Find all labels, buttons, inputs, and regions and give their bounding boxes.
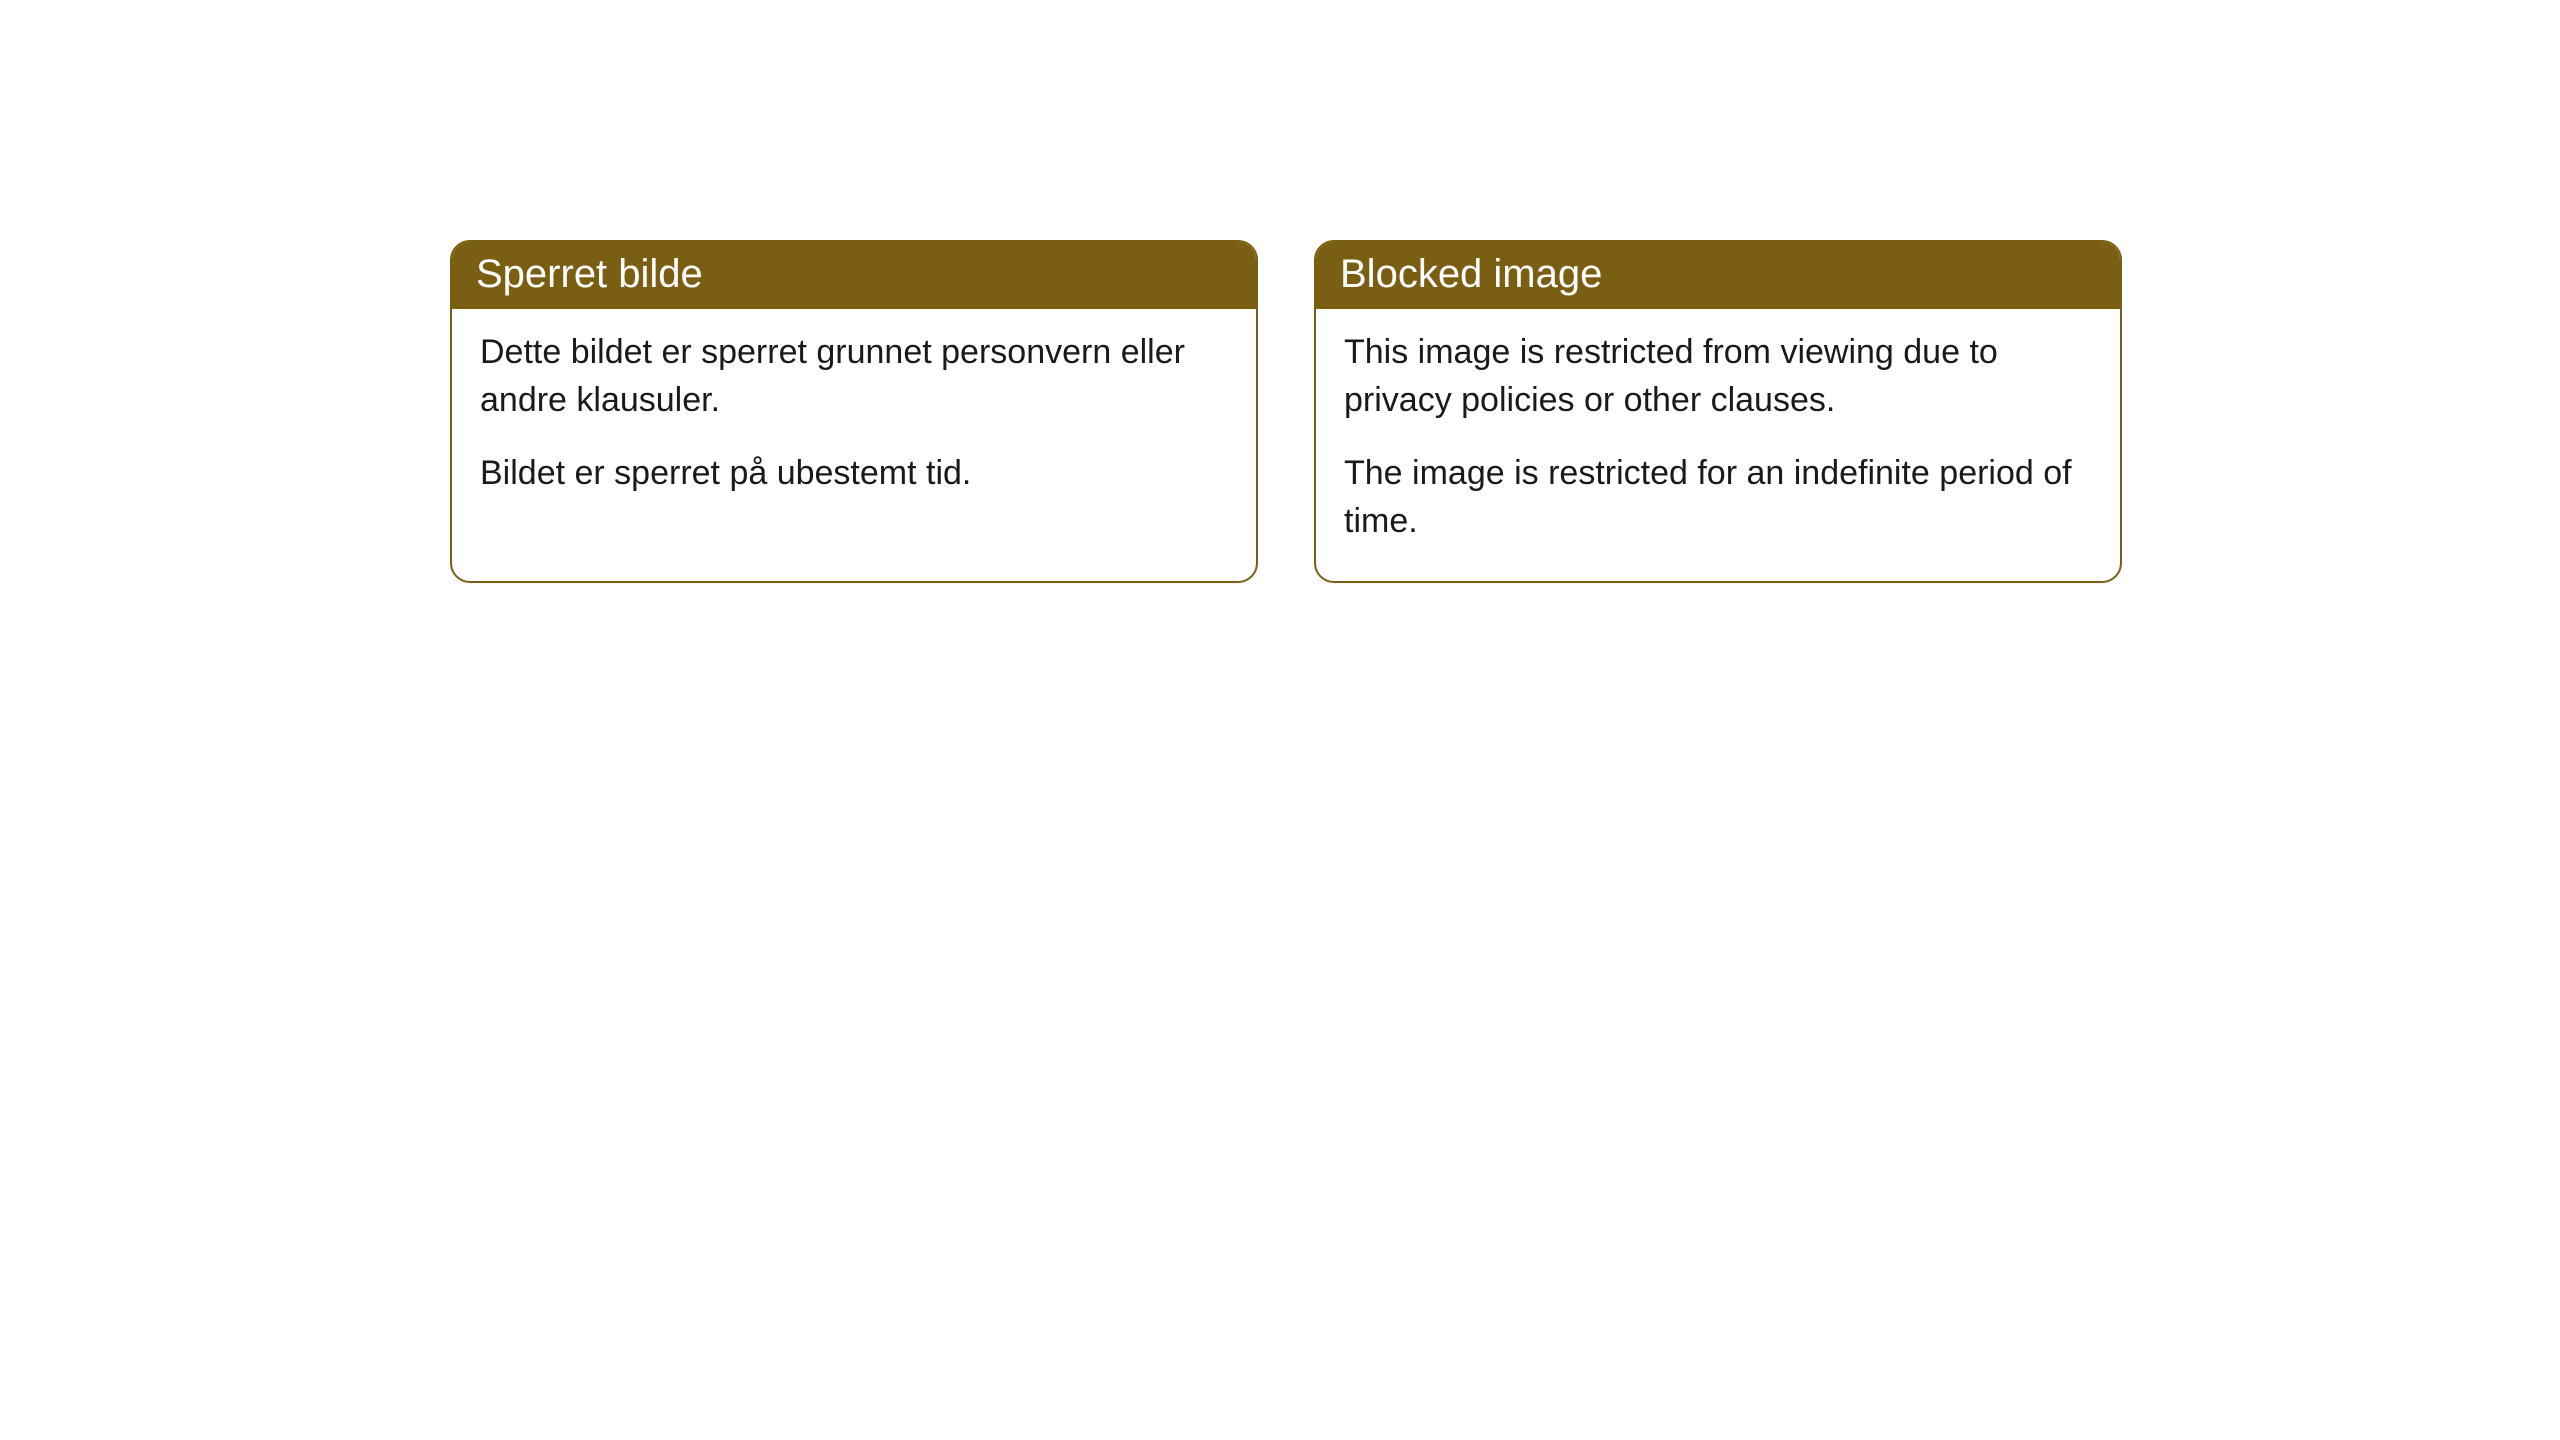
card-header-english: Blocked image bbox=[1316, 242, 2120, 309]
card-text-english-2: The image is restricted for an indefinit… bbox=[1344, 450, 2092, 545]
notice-card-norwegian: Sperret bilde Dette bildet er sperret gr… bbox=[450, 240, 1258, 583]
notice-cards-container: Sperret bilde Dette bildet er sperret gr… bbox=[0, 0, 2560, 583]
card-text-norwegian-2: Bildet er sperret på ubestemt tid. bbox=[480, 450, 1228, 498]
card-body-english: This image is restricted from viewing du… bbox=[1316, 309, 2120, 581]
notice-card-english: Blocked image This image is restricted f… bbox=[1314, 240, 2122, 583]
card-text-norwegian-1: Dette bildet er sperret grunnet personve… bbox=[480, 329, 1228, 424]
card-header-norwegian: Sperret bilde bbox=[452, 242, 1256, 309]
card-text-english-1: This image is restricted from viewing du… bbox=[1344, 329, 2092, 424]
card-body-norwegian: Dette bildet er sperret grunnet personve… bbox=[452, 309, 1256, 568]
